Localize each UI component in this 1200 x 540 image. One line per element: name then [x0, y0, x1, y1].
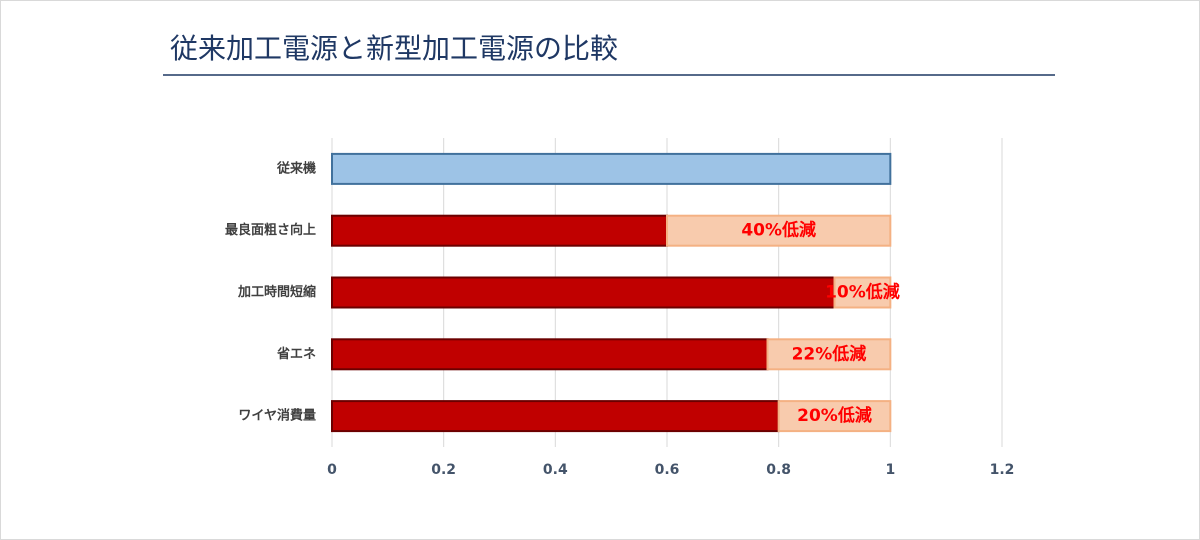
chart-title: 従来加工電源と新型加工電源の比較 — [170, 32, 618, 65]
data-label: 10%低減 — [825, 282, 900, 303]
y-tick-label: 最良面粗さ向上 — [225, 222, 316, 238]
bar — [331, 338, 769, 371]
x-tick-label: 0.4 — [543, 462, 568, 478]
data-label: 20%低減 — [797, 405, 872, 426]
bar — [331, 214, 668, 247]
y-tick-label: ワイヤ消費量 — [238, 408, 316, 424]
x-tick-label: 1 — [885, 462, 895, 478]
bar — [331, 400, 780, 433]
reduction-bar — [833, 276, 892, 309]
y-tick-label: 従来機 — [276, 160, 316, 176]
data-label: 22%低減 — [792, 343, 867, 364]
x-tick-label: 1.2 — [990, 462, 1015, 478]
reduction-bar — [666, 214, 892, 247]
bar — [331, 152, 892, 185]
x-tick-label: 0 — [327, 462, 337, 478]
y-tick-label: 省エネ — [276, 346, 316, 362]
x-tick-label: 0.6 — [655, 462, 680, 478]
data-label: 40%低減 — [741, 220, 816, 241]
x-tick-label: 0.8 — [766, 462, 791, 478]
reduction-bar — [777, 400, 892, 433]
x-tick-label: 0.2 — [431, 462, 456, 478]
reduction-bar — [766, 338, 892, 371]
bar — [331, 276, 836, 309]
y-tick-label: 加工時間短縮 — [237, 284, 316, 300]
